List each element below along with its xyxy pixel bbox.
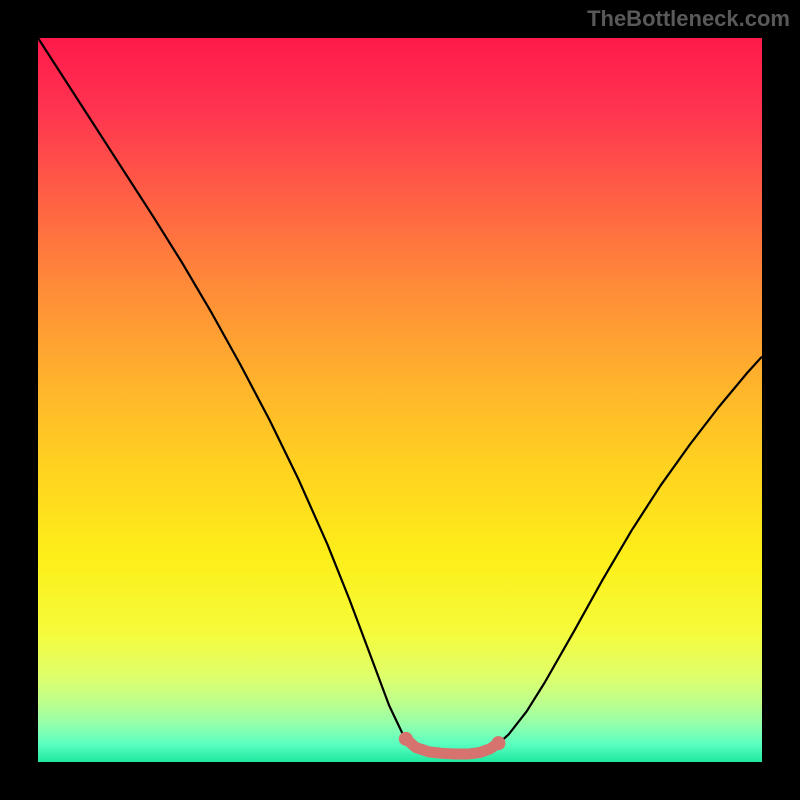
chart-frame: TheBottleneck.com xyxy=(0,0,800,800)
watermark-text: TheBottleneck.com xyxy=(587,6,790,32)
chart-background-gradient xyxy=(38,38,762,762)
bottleneck-chart xyxy=(0,0,800,800)
